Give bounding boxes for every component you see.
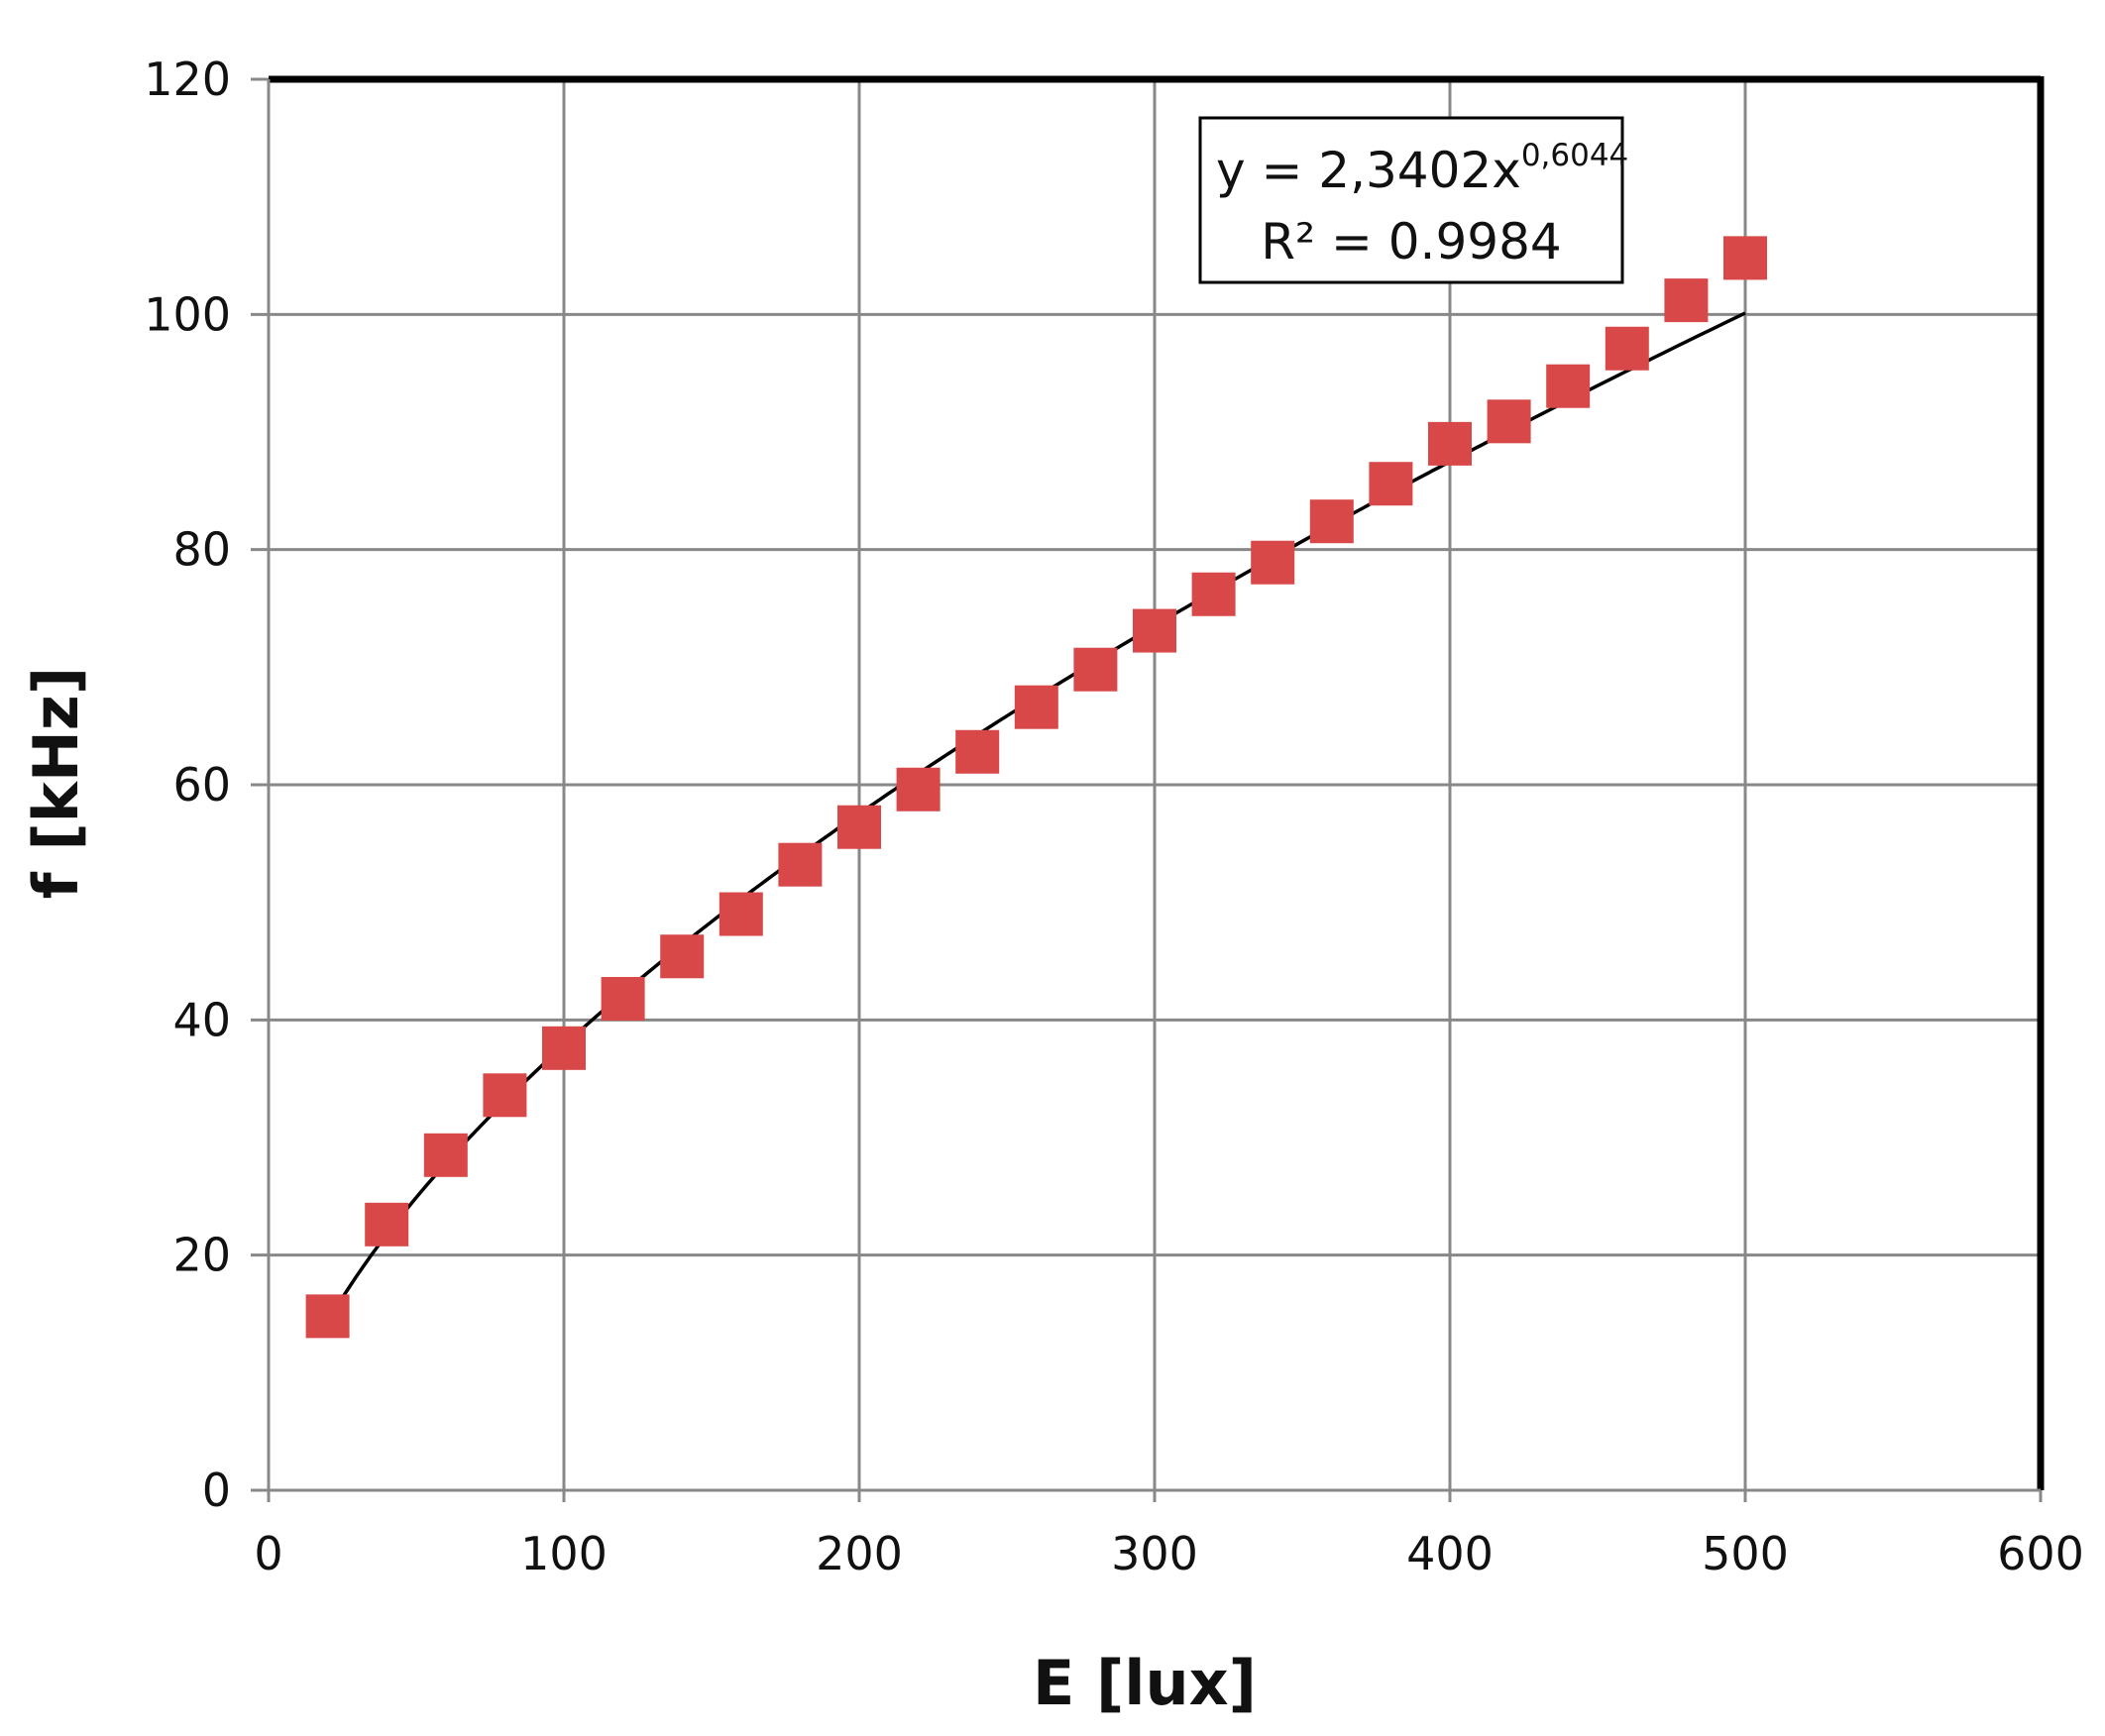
x-tick-label: 500	[1702, 1527, 1789, 1580]
data-point	[778, 842, 823, 887]
equation-exponent: 0,6044	[1521, 138, 1628, 173]
y-tick-label: 80	[172, 523, 231, 577]
data-point	[660, 934, 705, 979]
axis-ticks	[251, 77, 2043, 1502]
data-point	[601, 976, 645, 1021]
x-tick-label: 300	[1111, 1527, 1198, 1580]
data-point	[1723, 236, 1767, 280]
data-point	[365, 1202, 409, 1247]
x-tick-label: 0	[254, 1527, 282, 1580]
y-tick-label: 40	[172, 993, 231, 1046]
y-tick-label: 0	[202, 1464, 231, 1517]
x-tick-label: 600	[1997, 1527, 2084, 1580]
trendline-group	[326, 311, 1746, 1324]
equation-box: y = 2,3402x0,6044 R² = 0.9984	[1198, 116, 1628, 284]
r-squared-label: R² = 0.9984	[1261, 213, 1561, 271]
data-point	[1605, 326, 1649, 371]
y-tick-label: 20	[172, 1229, 231, 1282]
data-point	[1133, 608, 1176, 653]
data-point	[719, 892, 763, 936]
x-tick-label: 100	[520, 1527, 608, 1580]
data-point	[1251, 540, 1295, 585]
data-point	[1664, 278, 1709, 323]
data-point	[1309, 499, 1354, 544]
equation-box-border	[1198, 116, 1624, 284]
data-points	[305, 236, 1767, 1339]
y-axis-title: f [kHz]	[20, 667, 92, 899]
data-point	[1546, 364, 1591, 408]
data-point	[1487, 399, 1531, 444]
data-point	[896, 767, 941, 812]
data-point	[837, 805, 881, 849]
data-point	[542, 1026, 586, 1070]
x-tick-label: 200	[816, 1527, 903, 1580]
data-point	[1073, 647, 1118, 692]
y-tick-label: 100	[144, 287, 231, 341]
data-point	[305, 1294, 350, 1339]
y-tick-label: 120	[144, 53, 231, 106]
grid-lines	[269, 79, 2041, 1490]
data-point	[483, 1073, 527, 1118]
data-point	[955, 729, 1000, 774]
y-tick-labels: 0 20 40 60 80 100 120	[144, 53, 231, 1517]
data-point	[1369, 462, 1413, 506]
y-tick-label: 60	[172, 758, 231, 812]
data-point	[423, 1133, 468, 1177]
data-point	[1014, 685, 1058, 729]
trendline	[326, 311, 1746, 1324]
trendline-equation: y = 2,3402x0,6044	[1216, 138, 1628, 199]
data-point	[1191, 572, 1236, 616]
data-point	[1428, 421, 1472, 466]
x-tick-labels: 0 100 200 300 400 500 600	[254, 1527, 2084, 1580]
x-tick-label: 400	[1406, 1527, 1494, 1580]
equation-prefix: y = 2,3402x	[1216, 142, 1521, 199]
x-axis-title: E [lux]	[1033, 1647, 1257, 1719]
